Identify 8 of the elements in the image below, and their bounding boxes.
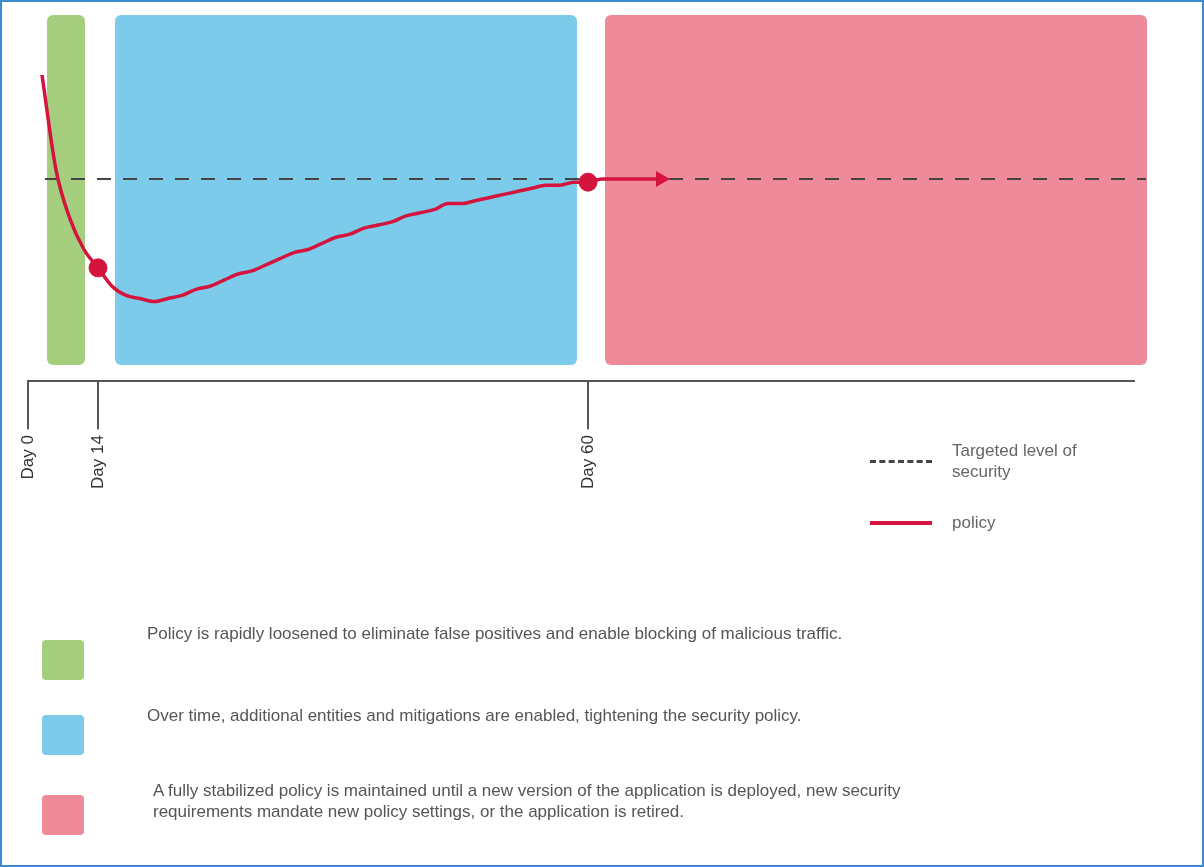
- text: Over time, additional entities and mitigations are enabled, tightening the security policy.: [147, 705, 803, 726]
- text: A fully stabilized policy is maintained until a new version of the application is deployed, new security requirements mandate new policy settings, or the application is retired.: [153, 780, 902, 822]
- x-tick-label: Day 0: [17, 435, 37, 480]
- x-tick-label: Day 14: [87, 435, 107, 490]
- x-tick-label: Day 60: [577, 435, 597, 490]
- legend-label: Targeted level of security: [952, 440, 1078, 482]
- legend-label: policy: [952, 512, 997, 533]
- text: Policy is rapidly loosened to eliminate false positives and enable blocking of malicious traffic.: [147, 623, 844, 644]
